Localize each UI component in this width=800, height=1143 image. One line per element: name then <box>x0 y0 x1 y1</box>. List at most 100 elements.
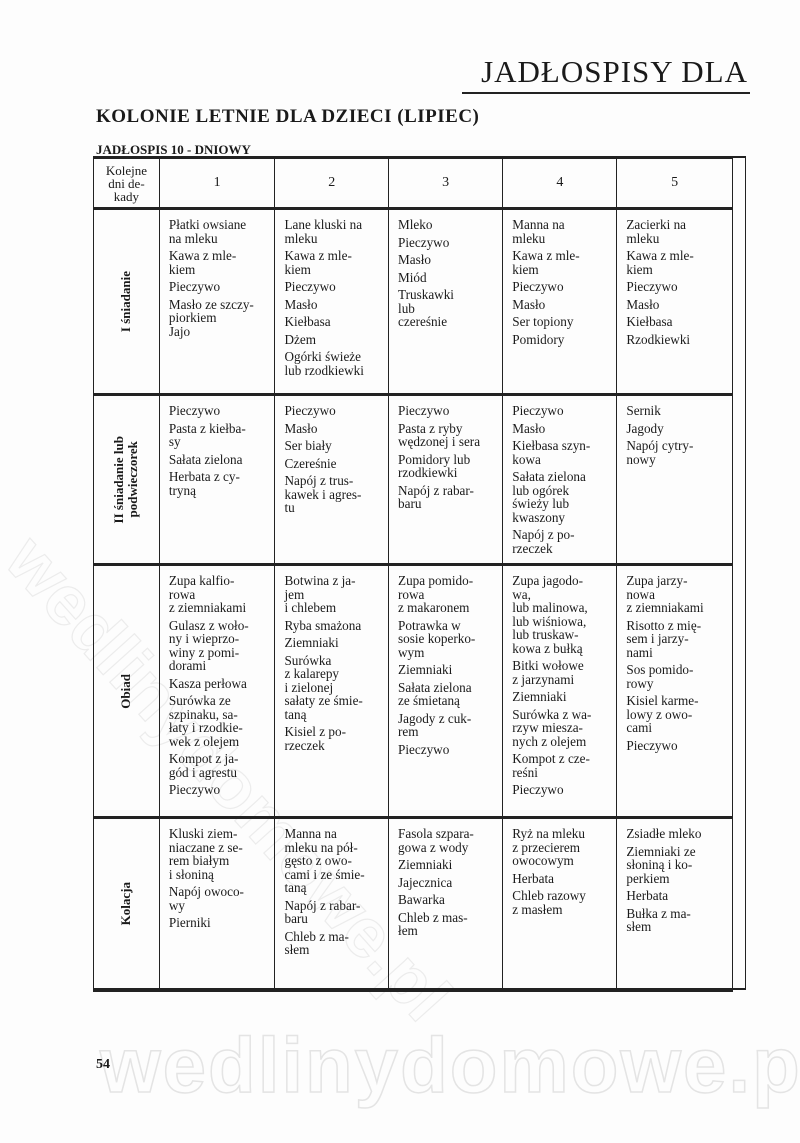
menu-item: Bułka z ma- słem <box>626 905 691 934</box>
table-right-rule <box>745 156 746 990</box>
menu-item: Zupa kalfio- rowa z ziemniakami <box>168 573 247 615</box>
menu-item: Kawa z mle- kiem <box>168 248 237 277</box>
menu-cell: Lane kluski na mleku Kawa z mle- kiem Piec… <box>274 208 390 395</box>
menu-item: Sałata zielona <box>168 451 243 467</box>
menu-cell: Pieczywo Masło Ser biały Czereśnie Napój z t… <box>274 394 390 565</box>
menu-cell: Ryż na mleku z przecierem owocowym Herbat… <box>502 817 618 991</box>
running-title: JADŁOSPISY DLA <box>481 54 748 89</box>
menu-item: Kiełbasa szyn- kowa <box>512 438 591 467</box>
watermark-logo: wedlinydomowe.pl <box>99 1020 800 1110</box>
table-subtitle: JADŁOSPIS 10 - DNIOWY <box>96 142 251 157</box>
meal-label-cell: II śniadanie lub podwieczorek <box>93 394 160 565</box>
menu-item: Napój z po- rzeczek <box>512 527 575 556</box>
menu-item: Pieczywo <box>168 279 221 294</box>
menu-cell: Zupa pomido- rowa z makaronem Potrawka w … <box>388 564 504 818</box>
corner-header: Kolejne dni de- kady <box>93 157 160 210</box>
menu-item: Pieczywo <box>168 403 221 418</box>
menu-item: Kisiel karme- lowy z owo- cami <box>626 693 699 735</box>
menu-item: Pieczywo <box>284 403 336 418</box>
menu-item: Kluski ziem- niaczane z se- rem białym i… <box>168 826 243 882</box>
menu-cell: Manna na mleku Kawa z mle- kiem Pieczywo Ma… <box>502 208 618 395</box>
menu-item: Sałata zielona ze śmietaną <box>398 679 472 708</box>
menu-item: Bitki wołowe z jarzynami <box>512 658 584 687</box>
menu-item: Ziemniaki <box>398 857 453 872</box>
menu-item: Lane kluski na mleku <box>284 217 363 246</box>
menu-item: Jajecznica <box>398 874 453 890</box>
menu-item: Zsiadłe mleko <box>626 826 702 841</box>
menu-item: Ryba smażona <box>284 617 362 633</box>
menu-item: Zupa pomido- rowa z makaronem <box>398 573 474 615</box>
menu-item: Pomidory lub rzodkiewki <box>398 451 471 480</box>
meal-row: II śniadanie lub podwieczorek Pieczywo Pas… <box>93 394 733 565</box>
menu-item: Kisiel z po- rzeczek <box>284 724 346 753</box>
menu-item: Pieczywo <box>626 737 678 753</box>
menu-item: Płatki owsiane na mleku <box>168 217 247 246</box>
menu-item: Chleb z mas- łem <box>398 909 468 938</box>
menu-item: Pasta z kiełba- sy <box>168 420 246 449</box>
menu-item: Pieczywo <box>512 403 564 418</box>
page-title: KOLONIE LETNIE DLA DZIECI (LIPIEC) <box>96 106 480 127</box>
menu-item: Masło <box>512 420 546 436</box>
menu-item: Surówka ze szpinaku, sa- łaty i rzodkie-… <box>168 693 243 749</box>
menu-item: Surówka z kalarepy i zielonej sałaty ze … <box>284 652 363 722</box>
menu-cell: Kluski ziem- niaczane z se- rem białym i… <box>158 817 276 991</box>
meal-row: Kolacja Kluski ziem- niaczane z se- rem b… <box>93 817 733 991</box>
menu-item: Ser biały <box>284 438 332 453</box>
menu-item: Pasta z ryby wędzonej i sera <box>398 420 481 449</box>
menu-item: Gulasz z woło- ny i wieprzo- winy z pomi… <box>168 617 249 673</box>
meal-label-cell: Obiad <box>93 564 160 818</box>
menu-item: Chleb razowy z masłem <box>512 888 586 917</box>
menu-item: Kiełbasa <box>284 314 331 329</box>
menu-item: Kompot z ja- gód i agrestu <box>168 751 239 780</box>
menu-item: Risotto z mię- sem i jarzy- nami <box>626 617 702 660</box>
menu-item: Napój owoco- wy <box>168 884 244 913</box>
menu-item: Truskawki lub czereśnie <box>398 287 454 329</box>
menu-item: Potrawka w sosie koperko- wym <box>398 617 476 660</box>
menu-item: Napój z rabar- baru <box>284 897 361 926</box>
day-header-3: 3 <box>388 157 504 210</box>
menu-item: Manna na mleku <box>512 217 565 246</box>
meal-row: Obiad Zupa kalfio- rowa z ziemniakami Gula… <box>93 564 733 818</box>
menu-item: Pieczywo <box>168 782 221 797</box>
menu-cell: Zupa kalfio- rowa z ziemniakami Gulasz z … <box>158 564 276 818</box>
menu-item: Masło ze szczy- piorkiem Jajo <box>168 296 254 339</box>
menu-item: Sos pomido- rowy <box>626 662 694 691</box>
meal-label: I śniadanie <box>118 270 134 333</box>
menu-item: Ser topiony <box>512 314 574 329</box>
menu-cell: Pieczywo Pasta z ryby wędzonej i sera Pomi… <box>388 394 504 565</box>
menu-item: Miód <box>398 269 427 285</box>
menu-item: Pieczywo <box>398 234 450 250</box>
menu-cell: Zacierki na mleku Kawa z mle- kiem Pieczyw… <box>616 208 733 395</box>
menu-item: Bawarka <box>398 892 445 907</box>
meal-label-cell: I śniadanie <box>93 208 160 395</box>
menu-item: Kompot z cze- reśni <box>512 751 590 780</box>
meal-row: I śniadanie Płatki owsiane na mleku Kawa z… <box>93 208 733 395</box>
menu-item: Masło <box>284 296 318 312</box>
menu-item: Herbata <box>512 870 555 886</box>
menu-item: Zupa jarzy- nowa z ziemniakami <box>626 573 704 615</box>
menu-item: Jagody <box>626 420 664 436</box>
menu-item: Mleko <box>398 217 433 232</box>
menu-item: Ziemniaki <box>398 662 453 677</box>
day-header-1: 1 <box>158 157 276 210</box>
menu-item: Sałata zielona lub ogórek świeży lub kwa… <box>512 469 586 525</box>
menu-item: Herbata <box>626 888 669 903</box>
meal-label: Obiad <box>118 673 134 709</box>
menu-item: Czereśnie <box>284 455 337 471</box>
menu-cell: Zupa jagodo- wa, lub malinowa, lub wiśni… <box>502 564 618 818</box>
menu-item: Masło <box>512 296 546 312</box>
menu-item: Ziemniaki <box>512 689 567 704</box>
menu-item: Kawa z mle- kiem <box>284 248 352 277</box>
menu-cell: Zupa jarzy- nowa z ziemniakami Risotto z … <box>616 564 733 818</box>
menu-item: Napój z rabar- baru <box>398 482 474 511</box>
menu-item: Kiełbasa <box>626 314 673 329</box>
menu-item: Dżem <box>284 331 316 347</box>
table-bottom-rule <box>93 988 745 990</box>
menu-cell: Pieczywo Masło Kiełbasa szyn- kowa Sałata z… <box>502 394 618 565</box>
menu-cell: Botwina z ja- jem i chlebem Ryba smażona Z… <box>274 564 390 818</box>
page-number: 54 <box>96 1057 110 1072</box>
meal-label: Kolacja <box>118 882 134 926</box>
menu-item: Kawa z mle- kiem <box>512 248 580 277</box>
menu-item: Masło <box>398 252 431 267</box>
